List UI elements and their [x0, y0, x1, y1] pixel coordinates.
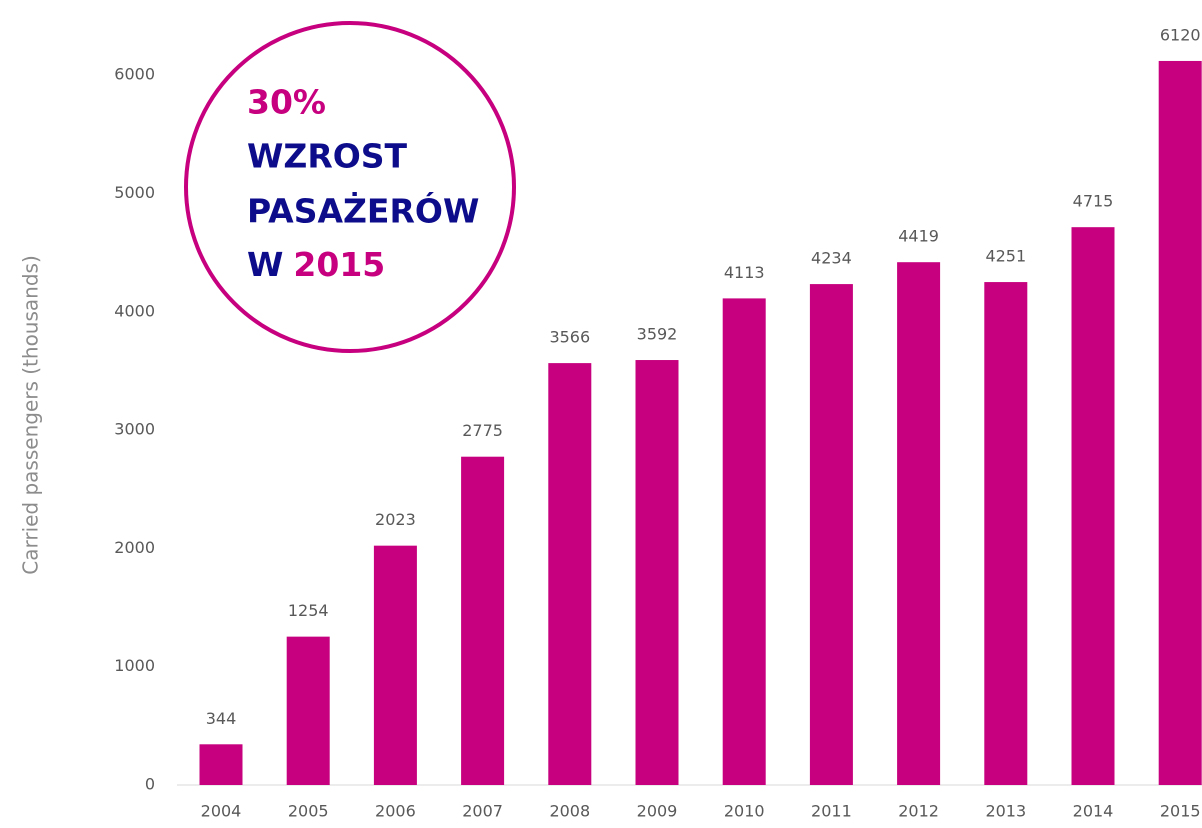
x-tick-label: 2006 [375, 802, 416, 821]
data-label: 4419 [898, 227, 939, 246]
x-tick-label: 2004 [201, 802, 242, 821]
annotation-text: 30% [247, 83, 326, 122]
bar [373, 545, 417, 785]
y-tick-label: 1000 [114, 656, 155, 675]
x-tick-label: 2012 [898, 802, 939, 821]
annotation-text: W [247, 245, 283, 284]
data-label: 6120 [1160, 25, 1201, 44]
y-tick-label: 0 [145, 775, 155, 794]
bars: 0 1000 2000 3000 4000 5000 6000 2004 344 2005 1254… [114, 25, 1202, 821]
annotation-text: 2015 [293, 245, 385, 284]
data-label: 4234 [811, 249, 852, 268]
bar [199, 744, 243, 785]
data-label: 344 [206, 709, 237, 728]
bar [1158, 60, 1202, 786]
y-tick-label: 2000 [114, 538, 155, 557]
x-tick-label: 2013 [985, 802, 1026, 821]
x-tick-label: 2015 [1160, 802, 1201, 821]
x-tick-label: 2009 [637, 802, 678, 821]
annotation-text: PASAŻERÓW [247, 191, 479, 231]
bar [286, 636, 330, 785]
y-tick-label: 5000 [114, 183, 155, 202]
bar [548, 363, 592, 785]
bar [461, 456, 505, 785]
x-tick-label: 2014 [1073, 802, 1114, 821]
bar [722, 298, 766, 785]
data-label: 4715 [1073, 192, 1114, 211]
annotation-text: W 2015 [247, 245, 385, 284]
annotation-text: WZROST [247, 137, 408, 176]
x-tick-label: 2010 [724, 802, 765, 821]
bar [897, 262, 941, 785]
data-label: 2023 [375, 510, 416, 529]
data-label: 1254 [288, 601, 329, 620]
data-label: 3592 [637, 325, 678, 344]
x-tick-label: 2007 [462, 802, 503, 821]
x-tick-label: 2008 [549, 802, 590, 821]
y-tick-label: 4000 [114, 301, 155, 320]
x-tick-label: 2011 [811, 802, 852, 821]
data-label: 4113 [724, 263, 765, 282]
y-axis-title: Carried passengers (thousands) [19, 255, 43, 575]
data-label: 2775 [462, 421, 503, 440]
bar [809, 284, 853, 785]
y-tick-label: 6000 [114, 65, 155, 84]
y-tick-label: 3000 [114, 420, 155, 439]
bar [1071, 227, 1115, 786]
data-label: 4251 [985, 247, 1026, 266]
data-label: 3566 [549, 328, 590, 347]
bar [635, 360, 679, 785]
x-tick-label: 2005 [288, 802, 329, 821]
annotation-circle [184, 21, 516, 353]
bar [984, 282, 1028, 785]
